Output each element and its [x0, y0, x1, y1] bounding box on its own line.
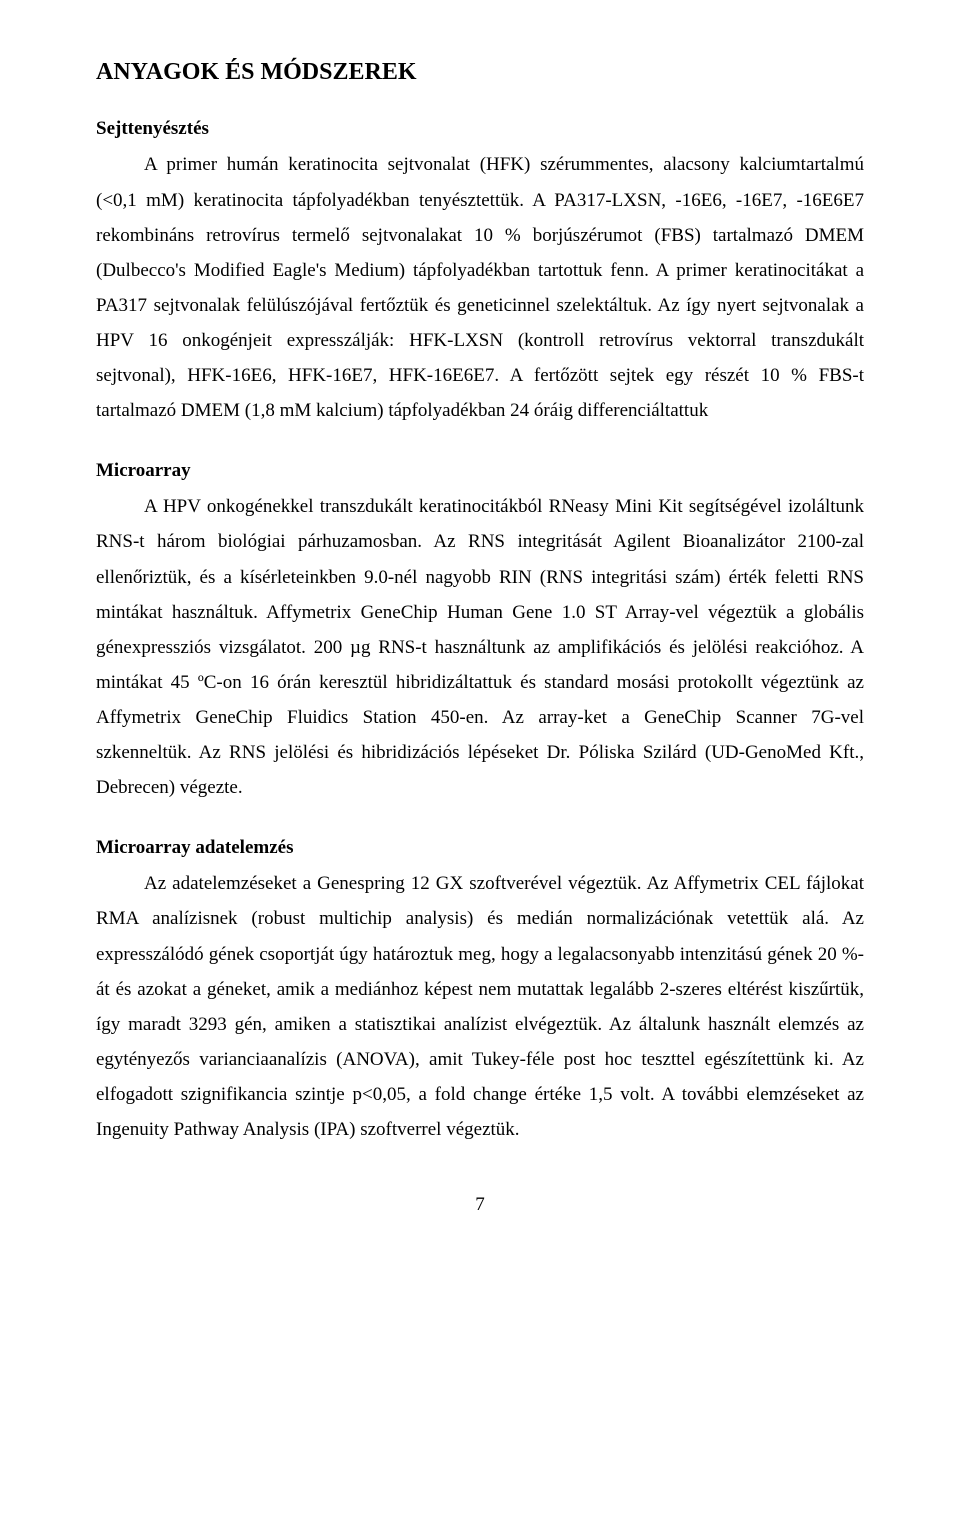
section-heading-sejttenyesztes: Sejttenyésztés: [96, 117, 864, 142]
paragraph-microarray-adatelemzes: Az adatelemzéseket a Genespring 12 GX sz…: [96, 866, 864, 1147]
page-number: 7: [96, 1187, 864, 1222]
section-heading-microarray: Microarray: [96, 459, 864, 484]
paragraph-microarray: A HPV onkogénekkel transzdukált keratino…: [96, 489, 864, 805]
paragraph-sejttenyesztes: A primer humán keratinocita sejtvonalat …: [96, 147, 864, 428]
page-container: ANYAGOK ÉS MÓDSZEREK Sejttenyésztés A pr…: [0, 0, 960, 1513]
main-heading: ANYAGOK ÉS MÓDSZEREK: [96, 58, 864, 87]
section-heading-microarray-adatelemzes: Microarray adatelemzés: [96, 836, 864, 861]
